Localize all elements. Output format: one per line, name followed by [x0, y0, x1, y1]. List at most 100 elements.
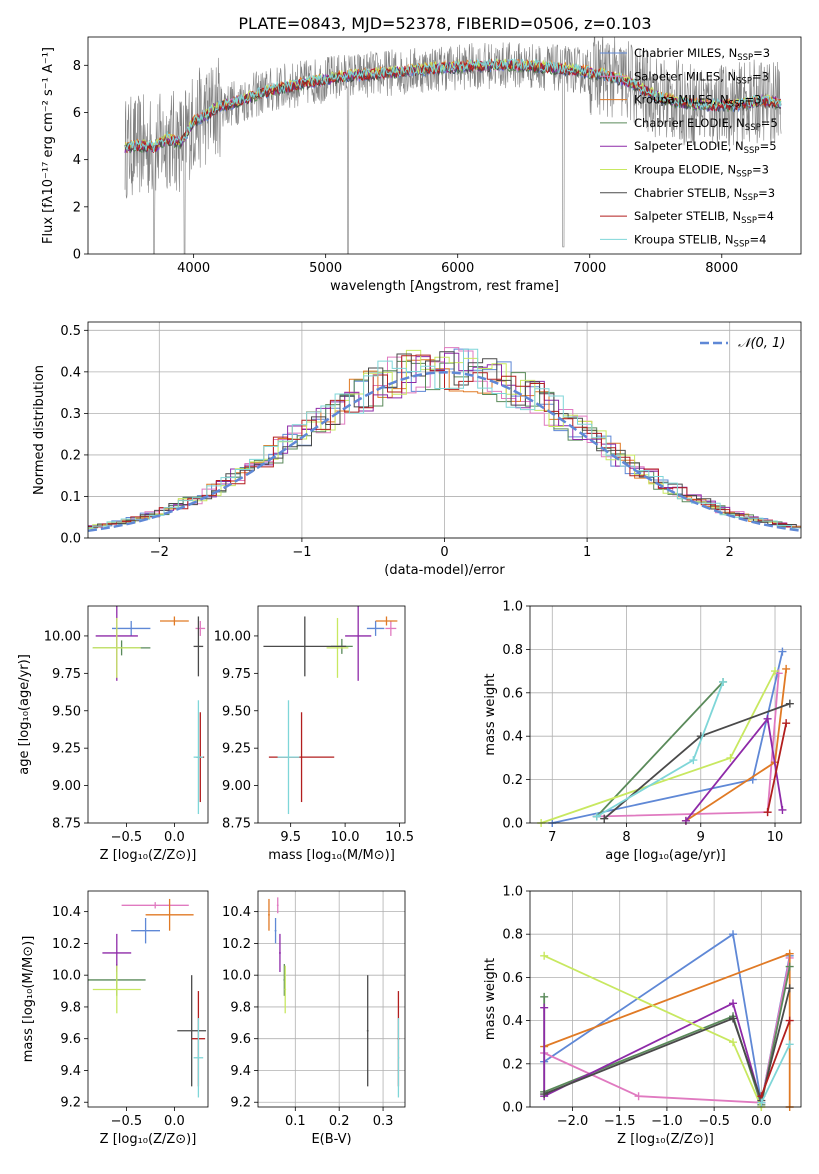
x-tick-label: 5000 — [309, 261, 342, 276]
y-tick-label: 6 — [73, 106, 81, 121]
weight-line — [760, 1044, 791, 1104]
y-tick-label: 9.6 — [60, 1032, 81, 1047]
x-tick-label: 8 — [622, 830, 630, 845]
y-tick-label: 9.6 — [230, 1032, 251, 1047]
mass-vs-Z-points — [88, 898, 207, 1098]
axes-frame — [529, 890, 802, 1108]
weight-marker — [634, 1092, 643, 1101]
x-tick-label: 4000 — [177, 261, 210, 276]
x-tick-label: 0.3 — [373, 1114, 394, 1129]
x-tick-label: 2 — [726, 545, 734, 560]
x-tick-label: −2.0 — [557, 1114, 589, 1129]
y-tick-label: 10.0 — [222, 969, 251, 984]
y-tick-label: 0.5 — [60, 324, 81, 339]
x-tick-label: −0.5 — [111, 1114, 143, 1129]
x-tick-label: 0.2 — [329, 1114, 350, 1129]
y-tick-label: 0.4 — [502, 1014, 523, 1029]
weight-line — [596, 681, 724, 818]
weight-marker — [785, 699, 794, 708]
spectrum-axes: 4000 5000 6000 7000 8000 0 2 4 6 8 Chabrier MILES,… — [41, 36, 802, 294]
y-tick-label: 9.2 — [60, 1096, 81, 1111]
y-axis-label: Normed distribution — [32, 365, 47, 495]
y-tick-label: 0.6 — [502, 971, 523, 986]
x-tick-label: 6000 — [441, 261, 474, 276]
legend-entry: Chabrier STELIB, NSSP=3 — [634, 186, 775, 203]
legend-entry: Salpeter ELODIE, NSSP=5 — [634, 139, 777, 156]
y-tick-label: 10.0 — [52, 969, 81, 984]
y-tick-label: 0 — [73, 248, 81, 263]
y-tick-label: 10.4 — [222, 905, 251, 920]
axes-frame — [529, 605, 802, 824]
y-tick-label: 0.8 — [502, 643, 523, 658]
age-vs-Z-points — [92, 606, 206, 815]
weight-marker — [771, 667, 780, 676]
x-tick-label: 10 — [767, 830, 784, 845]
y-tick-label: 9.25 — [222, 742, 251, 757]
weight-line — [603, 702, 791, 820]
y-tick-label: 0.0 — [502, 817, 523, 832]
residuals-axes: −2 −1 0 1 2 0.0 0.1 0.2 0.3 0.4 0.5 𝒩(0, 1) (data-mo… — [32, 321, 802, 578]
weight-vs-Z-series — [540, 930, 794, 1111]
x-tick-label: −2 — [150, 545, 169, 560]
y-tick-label: 8.75 — [222, 817, 251, 832]
legend-entry: Chabrier ELODIE, NSSP=5 — [634, 116, 778, 133]
weight-line — [543, 1002, 763, 1103]
age-vs-Z-axes: −0.5 0.0 8.75 9.00 9.25 9.50 9.75 10.00 Z [log₁₀… — [17, 605, 209, 863]
y-axis-label: mass [log₁₀(M/M⊙)] — [21, 936, 36, 1063]
y-tick-label: 9.25 — [52, 742, 81, 757]
weight-marker — [778, 647, 787, 656]
y-tick-label: 10.00 — [44, 629, 81, 644]
x-axis-label: wavelength [Angstrom, rest frame] — [330, 279, 559, 294]
legend-entry: Salpeter MILES, NSSP=3 — [634, 69, 769, 86]
y-tick-label: 4 — [73, 153, 81, 168]
y-tick-label: 0.0 — [502, 1101, 523, 1116]
y-tick-label: 9.2 — [230, 1096, 251, 1111]
y-tick-label: 9.4 — [60, 1064, 81, 1079]
x-tick-label: 0.0 — [164, 1114, 185, 1129]
weight-line — [543, 987, 791, 1104]
y-tick-label: 10.4 — [52, 905, 81, 920]
weight-marker — [540, 992, 549, 1001]
weight-vs-age-axes: 7 8 9 10 0.0 0.2 0.4 0.6 0.8 1.0 age [log₁₀(age/yr… — [483, 600, 802, 863]
weight-vs-Z-axes: −2.0 −1.5 −1.0 −0.5 0.0 0.0 0.2 0.4 0.6 0.8 1.0 Z [… — [483, 885, 802, 1147]
x-axis-label: Z [log₁₀(Z/Z⊙)] — [100, 848, 197, 863]
weight-marker — [540, 951, 549, 960]
legend-entry: Kroupa ELODIE, NSSP=3 — [634, 163, 769, 180]
y-tick-label: 9.75 — [52, 667, 81, 682]
weight-marker — [729, 930, 738, 939]
spectrum-lines — [124, 37, 782, 254]
histogram-step — [88, 351, 801, 528]
weight-marker — [757, 1098, 766, 1107]
weight-line — [766, 723, 788, 813]
y-axis-label: mass weight — [483, 673, 498, 755]
mass-vs-ebv-axes: 0.1 0.2 0.3 9.2 9.4 9.6 9.8 10.0 10.2 10.4 E(B-V) — [222, 890, 406, 1147]
legend-entry: Kroupa MILES, NSSP=3 — [634, 93, 761, 110]
y-tick-label: 8 — [73, 59, 81, 74]
legend-entry: 𝒩(0, 1) — [738, 336, 785, 351]
y-tick-label: 10.2 — [52, 937, 81, 952]
weight-marker — [600, 814, 609, 823]
y-tick-label: 0.4 — [502, 730, 523, 745]
x-tick-label: −1.0 — [651, 1114, 683, 1129]
y-tick-label: 0.0 — [60, 532, 81, 547]
weight-line — [543, 954, 763, 1108]
histograms — [88, 347, 801, 532]
mass-vs-Z-axes: −0.5 0.0 9.2 9.4 9.6 9.8 10.0 10.2 10.4 Z [log₁₀(… — [21, 890, 209, 1147]
y-tick-label: 0.3 — [60, 407, 81, 422]
y-tick-label: 0.2 — [502, 773, 523, 788]
y-tick-label: 0.1 — [60, 490, 81, 505]
x-tick-label: 7000 — [573, 261, 606, 276]
x-axis-label: mass [log₁₀(M/M⊙)] — [268, 848, 395, 863]
y-axis-label: age [log₁₀(age/yr)] — [17, 654, 32, 775]
x-tick-label: 7 — [548, 830, 556, 845]
weight-marker — [782, 719, 791, 728]
histogram-step — [88, 360, 801, 529]
weight-marker — [785, 984, 794, 993]
y-tick-label: 8.75 — [52, 817, 81, 832]
y-tick-label: 9.8 — [60, 1000, 81, 1015]
axes-frame — [257, 890, 406, 1108]
x-tick-label: 9 — [697, 830, 705, 845]
weight-marker — [785, 1016, 794, 1025]
axes-frame — [87, 605, 209, 824]
y-tick-label: 10.00 — [214, 629, 251, 644]
